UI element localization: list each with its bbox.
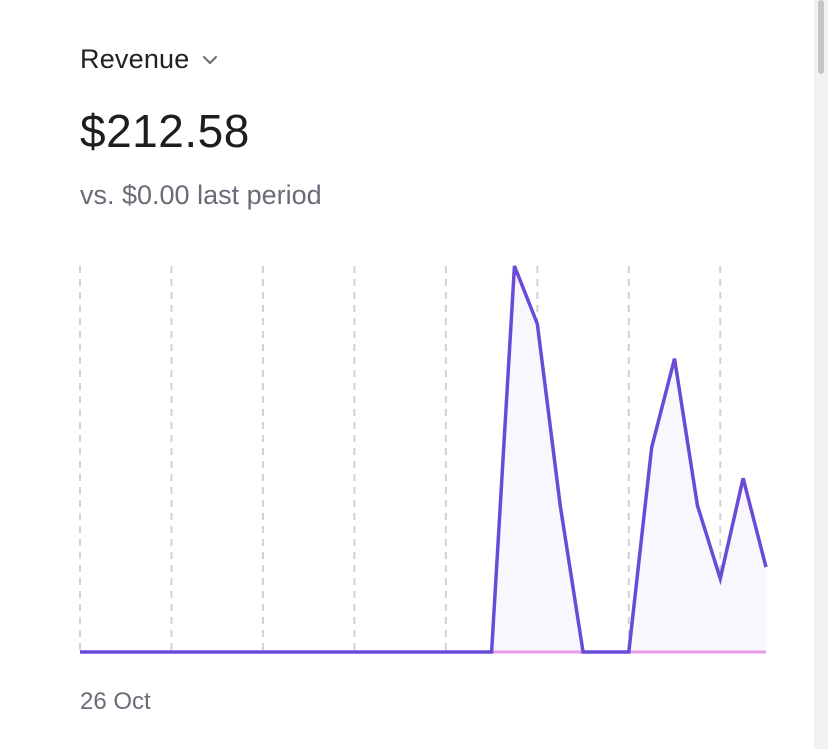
comparison-text: vs. $0.00 last period	[80, 180, 322, 210]
metric-dropdown[interactable]: Revenue	[80, 44, 219, 75]
chart-gridlines	[79, 266, 722, 652]
scrollbar-thumb[interactable]	[818, 0, 824, 74]
x-tick-label: 26 Oct	[80, 688, 151, 715]
current-period-area	[80, 266, 766, 652]
scrollbar[interactable]	[814, 0, 828, 749]
current-period-line	[80, 265, 768, 654]
chevron-down-icon	[201, 51, 219, 69]
revenue-amount: $212.58	[80, 105, 250, 157]
metric-label: Revenue	[80, 44, 190, 74]
